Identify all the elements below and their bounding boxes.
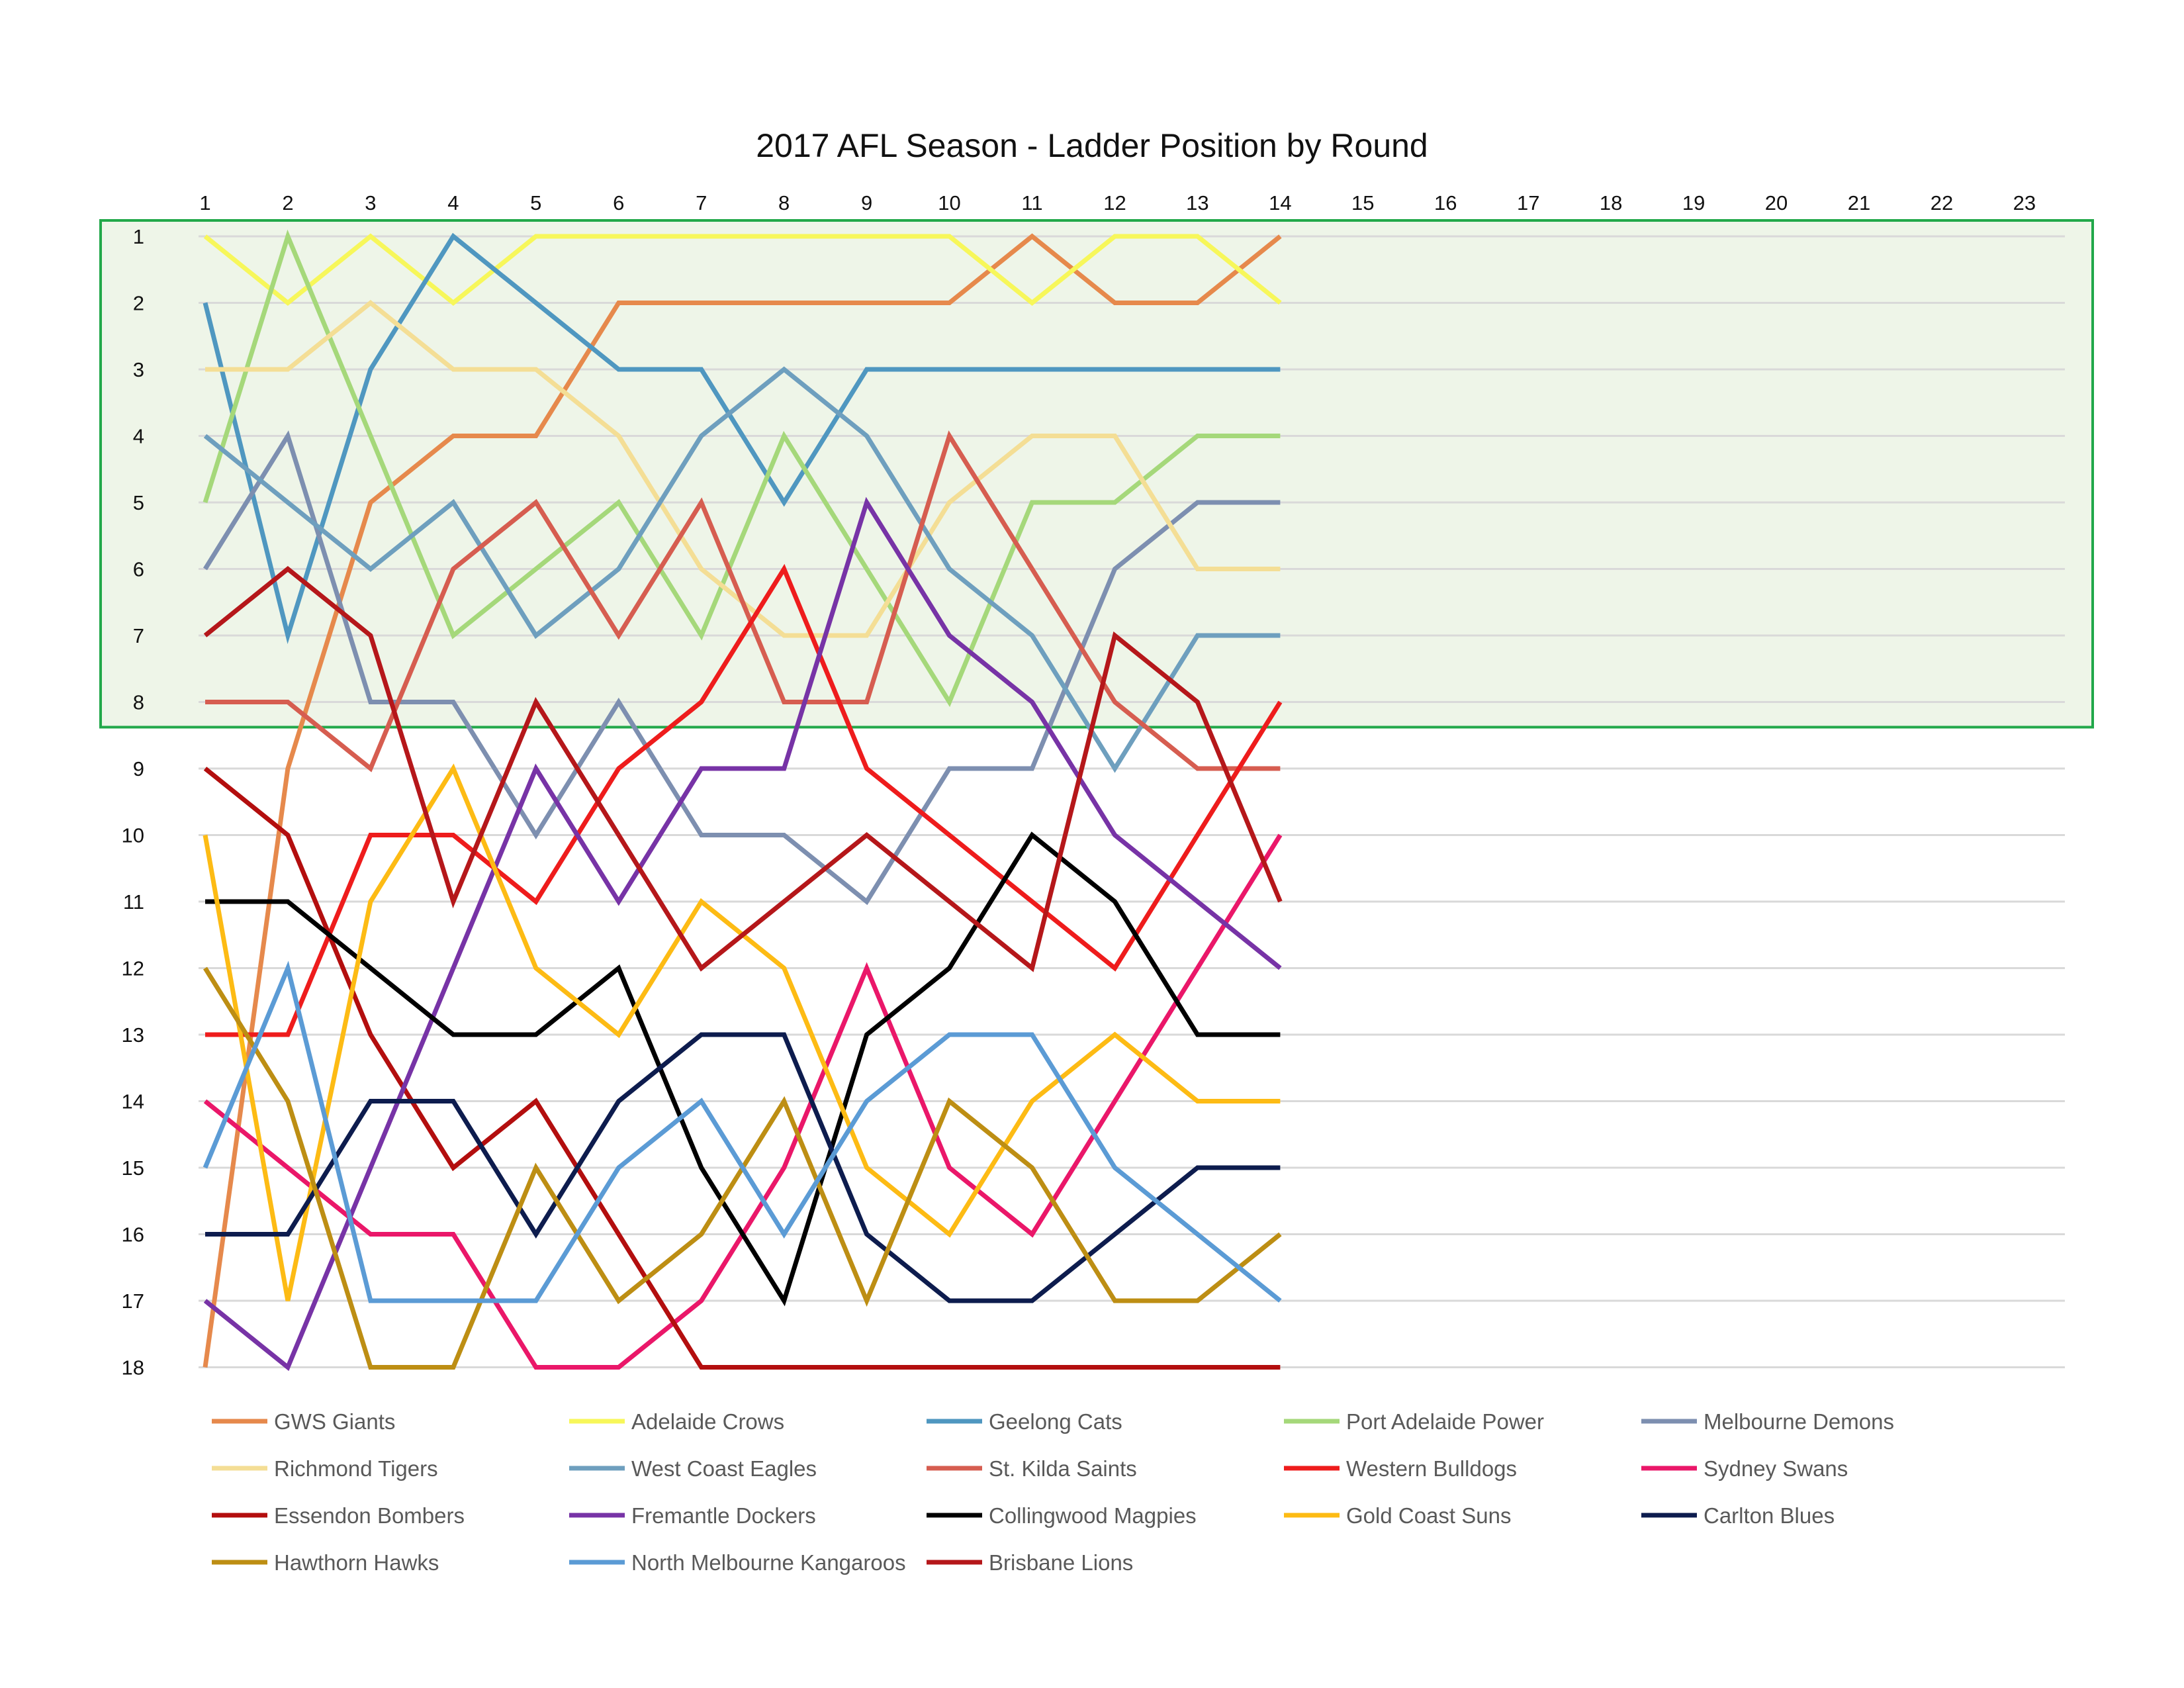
series-lines [203,229,1283,1372]
x-tick-label: 20 [1765,191,1788,214]
legend-label: Richmond Tigers [274,1456,438,1481]
x-tick-label: 3 [365,191,376,214]
top-eight-band-rect [99,219,2094,729]
legend-item: West Coast Eagles [569,1456,817,1481]
legend: GWS Giants Adelaide Crows Geelong Cats Port… [212,1409,1894,1575]
y-tick-label: 5 [133,491,144,514]
y-tick-label: 13 [122,1023,144,1047]
legend-item: Essendon Bombers [212,1503,465,1528]
legend-label: GWS Giants [274,1409,395,1434]
legend-item: Western Bulldogs [1284,1456,1517,1481]
series-line [203,233,1282,306]
legend-label: St. Kilda Saints [989,1456,1137,1481]
legend-label: Essendon Bombers [274,1503,465,1528]
y-tick-label: 9 [133,757,144,780]
y-tick-label: 7 [133,624,144,647]
x-tick-label: 11 [1021,191,1042,214]
series-line [203,961,1282,1303]
y-tick-label: 16 [122,1223,144,1246]
x-tick-label: 13 [1186,191,1208,214]
x-tick-label: 6 [613,191,624,214]
legend-label: Collingwood Magpies [989,1503,1197,1528]
legend-label: Fremantle Dockers [631,1503,816,1528]
legend-item: Hawthorn Hawks [212,1550,439,1575]
legend-item: Melbourne Demons [1641,1409,1894,1434]
series-line [203,232,1281,644]
legend-item: Collingwood Magpies [927,1503,1197,1528]
y-tick-label: 18 [122,1356,144,1380]
series-line [205,1032,1281,1303]
series-line [203,496,1282,1372]
legend-label: Western Bulldogs [1346,1456,1517,1481]
y-tick-label: 17 [122,1289,144,1313]
series-line [203,566,1283,972]
legend-item: Geelong Cats [927,1409,1122,1434]
legend-item: Gold Coast Suns [1284,1503,1511,1528]
x-tick-label: 5 [530,191,541,214]
legend-item: North Melbourne Kangaroos [569,1550,906,1575]
legend-label: West Coast Eagles [631,1456,817,1481]
series-line [203,229,1281,708]
x-tick-label: 23 [2013,191,2036,214]
legend-label: Hawthorn Hawks [274,1550,439,1575]
y-tick-label: 15 [122,1156,144,1180]
legend-label: Carlton Blues [1704,1503,1835,1528]
legend-item: Sydney Swans [1641,1456,1848,1481]
x-tick-label: 4 [447,191,459,214]
series-line [203,366,1281,773]
legend-item: Port Adelaide Power [1284,1409,1544,1434]
x-tick-label: 12 [1103,191,1126,214]
x-tick-label: 7 [696,191,707,214]
y-tick-label: 1 [133,225,144,248]
x-tick-label: 9 [861,191,872,214]
series-line [205,563,1283,1037]
legend-label: Melbourne Demons [1704,1409,1894,1434]
series-line [205,831,1281,1307]
legend-label: Geelong Cats [989,1409,1122,1434]
legend-item: Brisbane Lions [927,1550,1133,1575]
y-tick-label: 3 [133,358,144,381]
x-tick-label: 19 [1682,191,1705,214]
legend-item: GWS Giants [212,1409,395,1434]
x-tick-label: 2 [282,191,293,214]
legend-label: Port Adelaide Power [1346,1409,1544,1434]
series-line [203,767,1281,1370]
x-tick-label: 1 [199,191,210,214]
y-tick-label: 12 [122,957,144,980]
legend-item: St. Kilda Saints [927,1456,1137,1481]
y-tick-label: 10 [122,824,144,847]
x-tick-label: 17 [1517,191,1539,214]
legend-label: North Melbourne Kangaroos [631,1550,906,1575]
chart-title: 2017 AFL Season - Ladder Position by Rou… [756,127,1428,164]
legend-item: Fremantle Dockers [569,1503,816,1528]
y-tick-label: 6 [133,558,144,581]
x-tick-label: 18 [1600,191,1622,214]
y-tick-label: 8 [133,691,144,714]
legend-label: Brisbane Lions [989,1550,1133,1575]
top-eight-band [99,219,2094,729]
legend-label: Gold Coast Suns [1346,1503,1511,1528]
y-tick-label: 4 [133,425,144,448]
series-line [203,430,1281,906]
y-tick-label: 2 [133,292,144,315]
series-line [203,233,1282,1368]
x-tick-label: 15 [1351,191,1374,214]
x-tick-label: 22 [1931,191,1953,214]
y-tick-label: 11 [123,890,144,914]
x-axis-ticks: 1 2 3 4 5 6 7 8 9 10 11 12 13 14 15 16 17 18 19 20 21 22 23 [199,191,2036,214]
legend-label: Sydney Swans [1704,1456,1848,1481]
series-line [205,430,1281,773]
x-tick-label: 10 [938,191,960,214]
y-tick-label: 14 [122,1090,144,1113]
legend-item: Adelaide Crows [569,1409,784,1434]
legend-item: Carlton Blues [1641,1503,1835,1528]
x-tick-label: 21 [1848,191,1870,214]
legend-item: Richmond Tigers [212,1456,438,1481]
legend-label: Adelaide Crows [631,1409,784,1434]
x-tick-label: 16 [1434,191,1457,214]
x-tick-label: 8 [778,191,790,214]
x-tick-label: 14 [1269,191,1291,214]
